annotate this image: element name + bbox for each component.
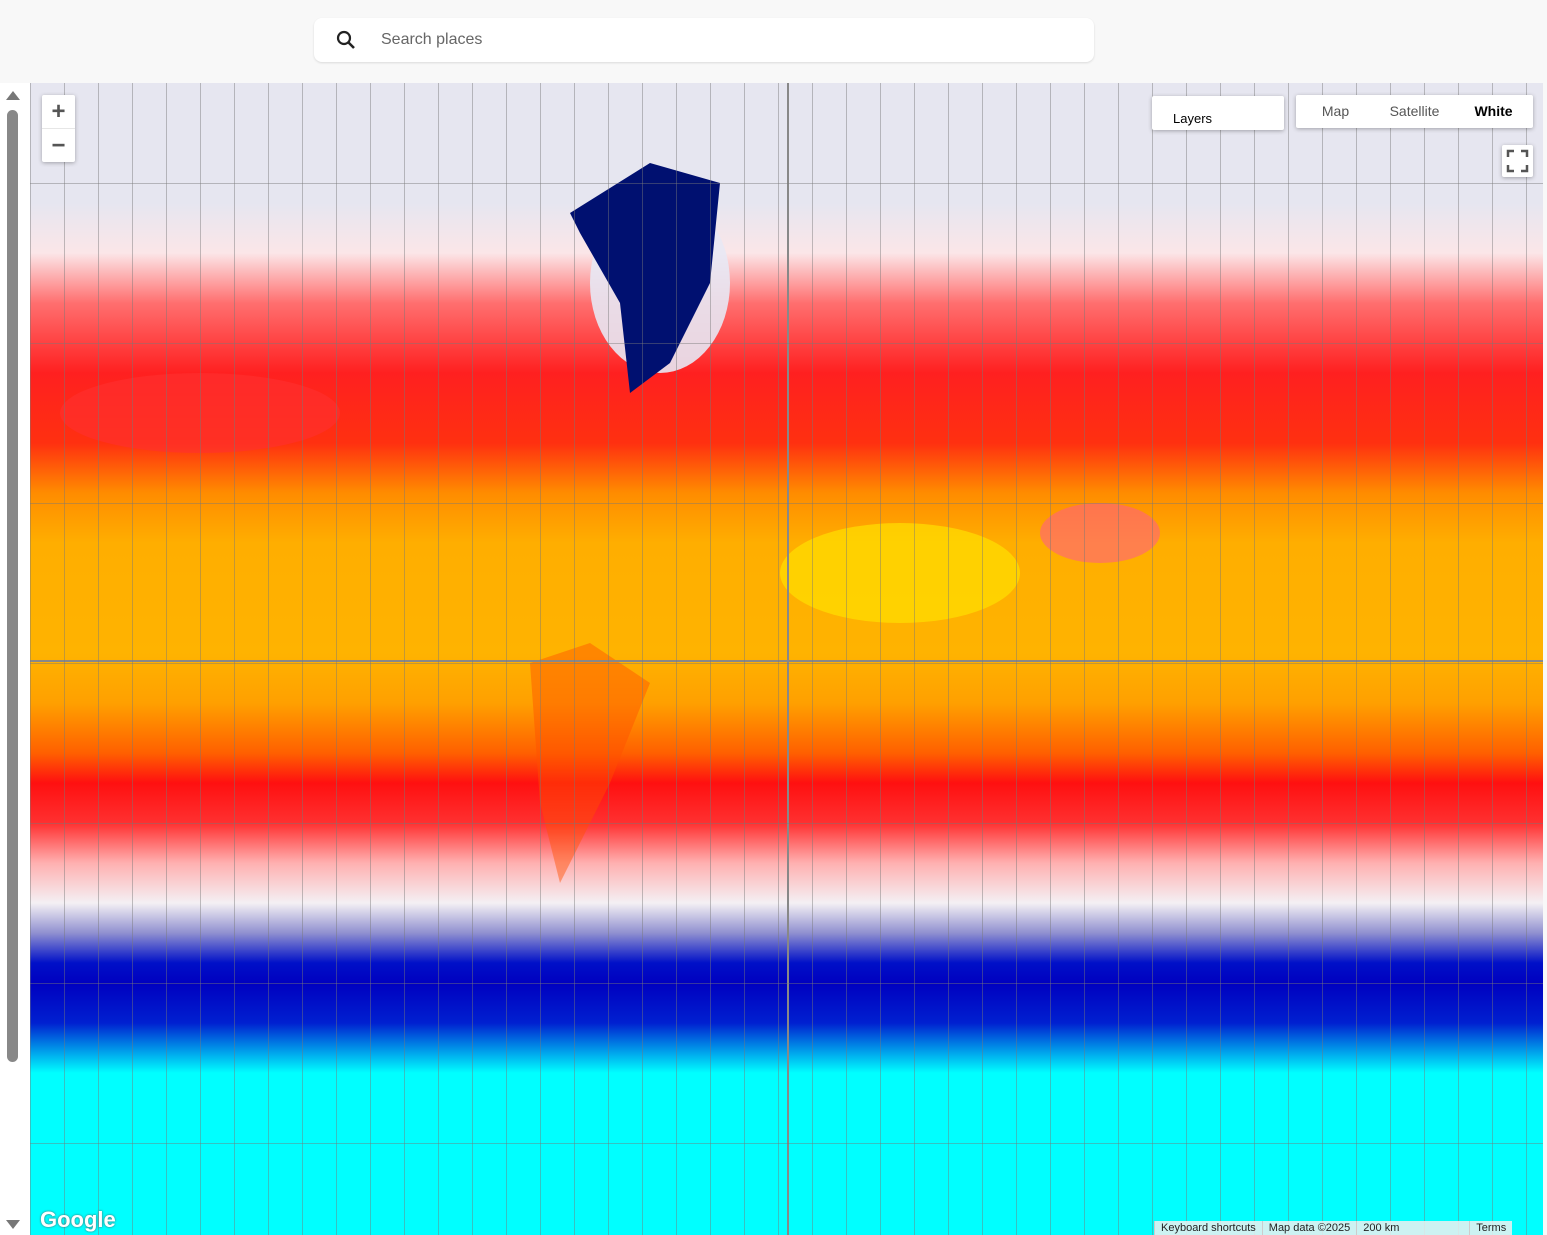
scroll-thumb[interactable] — [7, 110, 18, 1062]
keyboard-shortcuts[interactable]: Keyboard shortcuts — [1154, 1221, 1262, 1235]
fullscreen-button[interactable] — [1502, 145, 1533, 177]
layers-button[interactable]: Layers — [1152, 96, 1284, 130]
map-type[interactable]: Satellite — [1389, 103, 1440, 119]
map-overlay — [30, 83, 1543, 1235]
map-type[interactable]: Map — [1321, 103, 1350, 119]
attribution: Keyboard shortcuts Map data ©2025 200 km… — [1154, 1221, 1513, 1235]
graticule — [30, 83, 1543, 1235]
zoom-out[interactable]: − — [51, 132, 66, 159]
scale[interactable]: 200 km — [1356, 1221, 1470, 1235]
map[interactable] — [30, 83, 1543, 1235]
layers-label: Layers — [1173, 111, 1213, 126]
fullscreen-icon — [1506, 149, 1529, 173]
scroll-down[interactable] — [5, 1219, 21, 1231]
search-box[interactable]: Search places — [314, 18, 1094, 62]
zoom-in[interactable]: + — [42, 95, 75, 129]
zoom-control: + − — [42, 95, 75, 162]
scroll-up[interactable] — [5, 89, 21, 101]
map-type-control: Map Satellite White — [1296, 95, 1533, 128]
search-icon — [336, 30, 355, 49]
top-bar: Search places — [0, 0, 1547, 82]
map-type[interactable]: White — [1474, 103, 1513, 119]
search-placeholder: Search places — [381, 31, 483, 48]
terms[interactable]: Terms — [1469, 1221, 1513, 1235]
google-logo: Google — [40, 1207, 116, 1232]
map-data: Map data ©2025 — [1261, 1221, 1357, 1235]
